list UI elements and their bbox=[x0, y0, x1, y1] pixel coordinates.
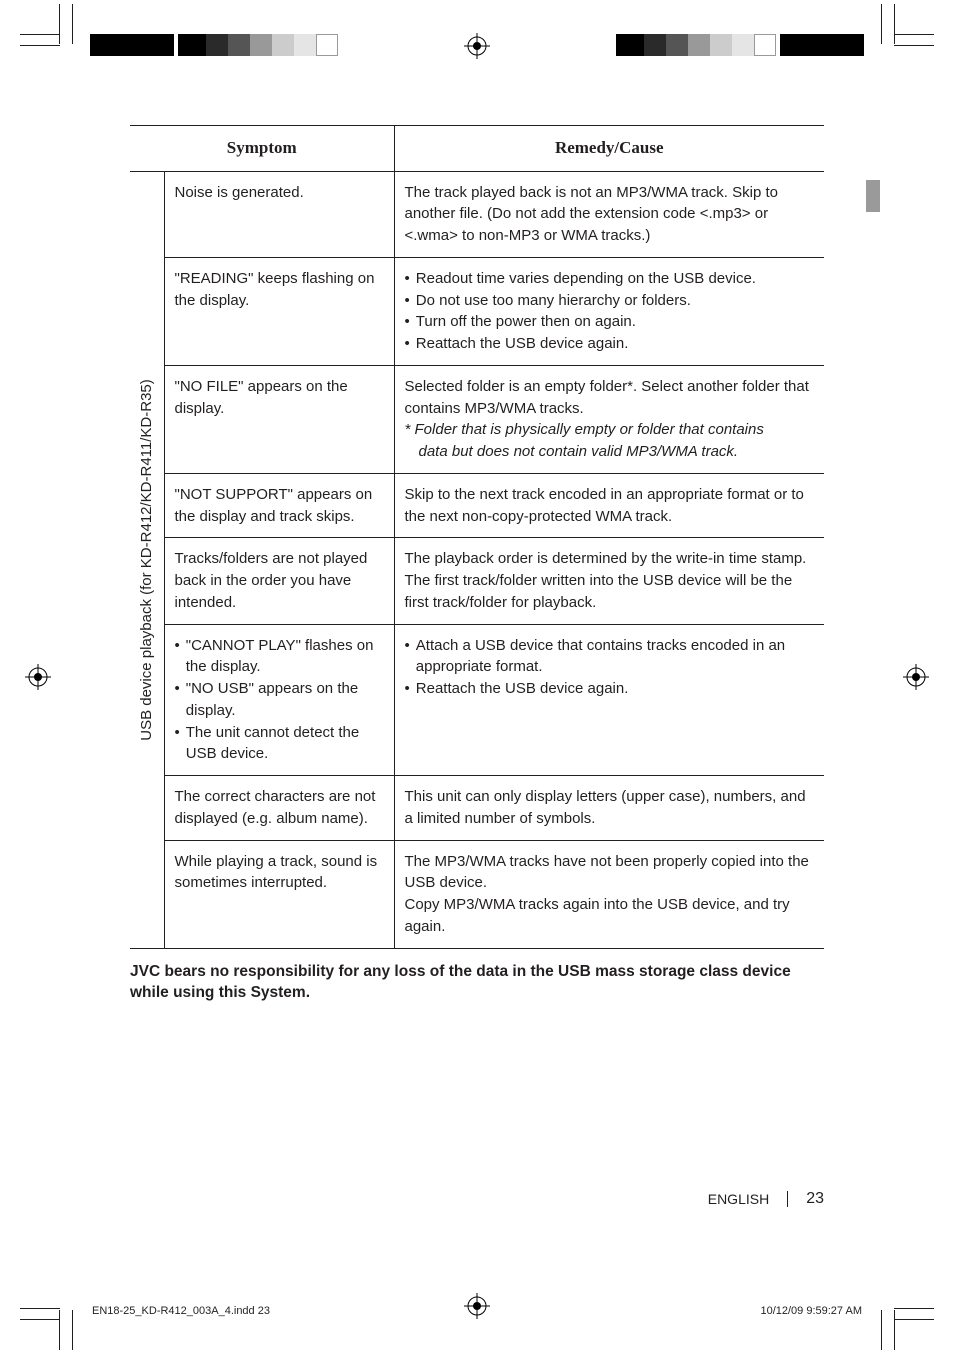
crop-mark bbox=[20, 34, 60, 35]
crop-mark bbox=[59, 1310, 60, 1350]
print-slug-right: 10/12/09 9:59:27 AM bbox=[760, 1305, 862, 1317]
registration-mark-icon bbox=[464, 1293, 490, 1319]
category-cell: USB device playback (for KD-R412/KD-R411… bbox=[130, 171, 164, 948]
remedy-bullet: Readout time varies depending on the USB… bbox=[416, 268, 814, 290]
table-row: USB device playback (for KD-R412/KD-R411… bbox=[130, 171, 824, 257]
crop-mark bbox=[881, 4, 882, 44]
page-tab bbox=[866, 180, 880, 212]
remedy-bullet: Do not use too many hierarchy or folders… bbox=[416, 290, 814, 312]
remedy-cell: Skip to the next track encoded in an app… bbox=[394, 473, 824, 538]
crop-mark bbox=[72, 1310, 73, 1350]
remedy-text: Selected folder is an empty folder*. Sel… bbox=[405, 376, 815, 420]
crop-mark bbox=[20, 1319, 60, 1320]
remedy-cell: This unit can only display letters (uppe… bbox=[394, 776, 824, 841]
table-row: •"CANNOT PLAY" flashes on the display. •… bbox=[130, 624, 824, 776]
symptom-bullet: "NO USB" appears on the display. bbox=[186, 678, 384, 722]
crop-mark bbox=[894, 1308, 934, 1309]
color-bar bbox=[90, 34, 338, 56]
table-row: "READING" keeps flashing on the display.… bbox=[130, 257, 824, 365]
crop-mark bbox=[20, 1308, 60, 1309]
remedy-bullet: Reattach the USB device again. bbox=[416, 678, 814, 700]
registration-mark-icon bbox=[903, 664, 929, 690]
symptom-cell: While playing a track, sound is sometime… bbox=[164, 840, 394, 948]
crop-mark bbox=[894, 45, 934, 46]
symptom-cell: Noise is generated. bbox=[164, 171, 394, 257]
symptom-bullet: The unit cannot detect the USB device. bbox=[186, 722, 384, 766]
table-row: "NOT SUPPORT" appears on the display and… bbox=[130, 473, 824, 538]
page-footer: ENGLISH 23 bbox=[708, 1190, 824, 1208]
remedy-bullet: Reattach the USB device again. bbox=[416, 333, 814, 355]
footer-separator bbox=[787, 1191, 788, 1207]
page-content: Symptom Remedy/Cause USB device playback… bbox=[130, 125, 824, 1004]
footer-language: ENGLISH bbox=[708, 1191, 769, 1207]
remedy-bullet: Turn off the power then on again. bbox=[416, 311, 814, 333]
table-row: The correct characters are not displayed… bbox=[130, 776, 824, 841]
registration-mark-icon bbox=[25, 664, 51, 690]
crop-mark bbox=[894, 34, 934, 35]
crop-mark bbox=[72, 4, 73, 44]
crop-mark bbox=[894, 1310, 895, 1350]
crop-mark bbox=[894, 4, 895, 44]
remedy-cell: •Attach a USB device that contains track… bbox=[394, 624, 824, 776]
remedy-cell: The MP3/WMA tracks have not been properl… bbox=[394, 840, 824, 948]
symptom-bullet: "CANNOT PLAY" flashes on the display. bbox=[186, 635, 384, 679]
footer-note: JVC bears no responsibility for any loss… bbox=[130, 961, 824, 1004]
print-slug-left: EN18-25_KD-R412_003A_4.indd 23 bbox=[92, 1305, 270, 1317]
symptom-cell: The correct characters are not displayed… bbox=[164, 776, 394, 841]
crop-mark bbox=[59, 4, 60, 44]
table-row: Tracks/folders are not played back in th… bbox=[130, 538, 824, 624]
color-bar bbox=[616, 34, 864, 56]
symptom-cell: •"CANNOT PLAY" flashes on the display. •… bbox=[164, 624, 394, 776]
crop-mark bbox=[20, 45, 60, 46]
crop-mark bbox=[881, 1310, 882, 1350]
crop-mark bbox=[894, 1319, 934, 1320]
remedy-bullet: Attach a USB device that contains tracks… bbox=[416, 635, 814, 679]
remedy-cell: The track played back is not an MP3/WMA … bbox=[394, 171, 824, 257]
table-header-remedy: Remedy/Cause bbox=[394, 126, 824, 172]
symptom-cell: "NOT SUPPORT" appears on the display and… bbox=[164, 473, 394, 538]
symptom-cell: "READING" keeps flashing on the display. bbox=[164, 257, 394, 365]
remedy-cell: The playback order is determined by the … bbox=[394, 538, 824, 624]
remedy-cell: Selected folder is an empty folder*. Sel… bbox=[394, 365, 824, 473]
symptom-cell: "NO FILE" appears on the display. bbox=[164, 365, 394, 473]
symptom-cell: Tracks/folders are not played back in th… bbox=[164, 538, 394, 624]
table-row: While playing a track, sound is sometime… bbox=[130, 840, 824, 948]
remedy-note: * * Folder that is physically empty or f… bbox=[405, 419, 815, 463]
category-label: USB device playback (for KD-R412/KD-R411… bbox=[136, 379, 158, 741]
table-row: "NO FILE" appears on the display. Select… bbox=[130, 365, 824, 473]
remedy-cell: •Readout time varies depending on the US… bbox=[394, 257, 824, 365]
registration-mark-icon bbox=[464, 33, 490, 59]
page-number: 23 bbox=[806, 1190, 824, 1208]
troubleshooting-table: Symptom Remedy/Cause USB device playback… bbox=[130, 125, 824, 949]
table-header-symptom: Symptom bbox=[130, 126, 394, 172]
